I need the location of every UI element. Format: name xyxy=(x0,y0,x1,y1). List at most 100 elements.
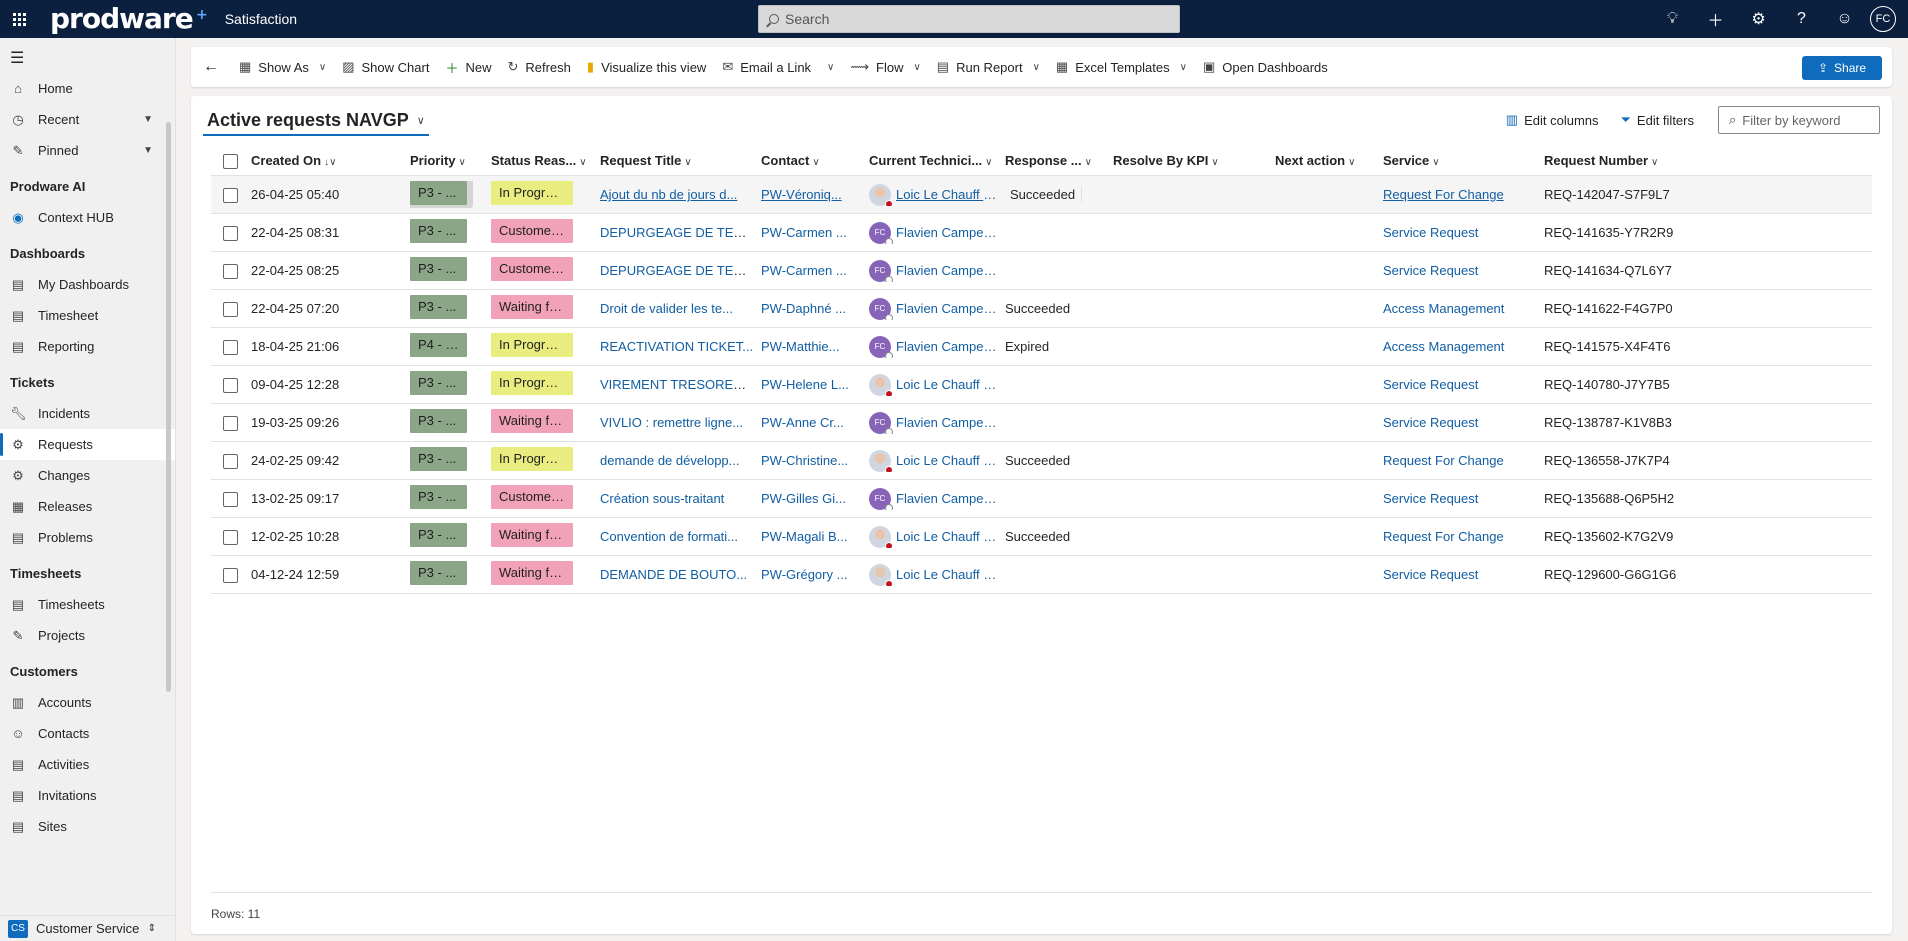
request-title-link[interactable]: REACTIVATION TICKET... xyxy=(600,339,754,354)
technician-link[interactable]: Loic Le Chauff De... xyxy=(896,187,999,202)
user-avatar[interactable]: FC xyxy=(1870,6,1896,32)
request-title-link[interactable]: Convention de formati... xyxy=(600,529,739,544)
table-row[interactable]: 22-04-25 08:25 P3 - ... Customer ... DEPURG… xyxy=(211,252,1872,290)
technician-link[interactable]: Loic Le Chauff De... xyxy=(896,453,999,468)
table-row[interactable]: 12-02-25 10:28 P3 - ... Waiting fo... Conve… xyxy=(211,518,1872,556)
service-link[interactable]: Service Request xyxy=(1383,225,1479,240)
new-button[interactable]: ＋ New xyxy=(445,59,492,76)
row-checkbox[interactable] xyxy=(223,339,238,355)
row-checkbox[interactable] xyxy=(223,263,238,279)
column-header-service[interactable]: Service ∨ xyxy=(1383,153,1440,168)
row-checkbox[interactable] xyxy=(223,415,238,431)
table-row[interactable]: 24-02-25 09:42 P3 - ... In Progress demande… xyxy=(211,442,1872,480)
back-button[interactable]: ← xyxy=(191,47,231,87)
request-title-link[interactable]: Ajout du nb de jours d... xyxy=(600,187,738,202)
technician-link[interactable]: Loic Le Chauff De... xyxy=(896,529,999,544)
global-search-input[interactable]: Search xyxy=(758,5,1180,33)
contact-link[interactable]: PW-Magali B... xyxy=(761,529,848,544)
sidebar-item-context-hub[interactable]: ◉ Context HUB xyxy=(0,202,175,233)
select-all-checkbox[interactable] xyxy=(223,153,238,169)
sidebar-item-accounts[interactable]: ▥ Accounts xyxy=(11,694,92,711)
chevron-down-icon[interactable]: ▼ xyxy=(143,145,153,156)
column-header-resolve-by-kpi[interactable]: Resolve By KPI ∨ xyxy=(1113,153,1219,168)
technician-link[interactable]: Loic Le Chauff De... xyxy=(896,377,999,392)
excel-templates-button[interactable]: ▦ Excel Templates ∨ xyxy=(1055,59,1187,75)
sidebar-item-contacts[interactable]: ☺ Contacts xyxy=(11,726,90,741)
chevron-down-icon[interactable]: ▼ xyxy=(143,114,153,125)
request-title-link[interactable]: DEPURGEAGE DE TEM... xyxy=(600,263,756,278)
table-row[interactable]: 04-12-24 12:59 P3 - ... Waiting fo... DEMAN… xyxy=(211,556,1872,594)
sidebar-item-projects[interactable]: ✎ Projects xyxy=(0,620,175,651)
sidebar-item-home[interactable]: ⌂ Home xyxy=(0,73,175,104)
technician-link[interactable]: Flavien Campeau... xyxy=(896,339,999,354)
edit-columns-button[interactable]: ▥ Edit columns xyxy=(1505,112,1599,128)
technician-link[interactable]: Loic Le Chauff De... xyxy=(896,567,999,582)
service-link[interactable]: Request For Change xyxy=(1383,529,1504,544)
request-title-link[interactable]: VIREMENT TRESORERI... xyxy=(600,377,757,392)
table-row[interactable]: 13-02-25 09:17 P3 - ... Customer ... Créati… xyxy=(211,480,1872,518)
service-link[interactable]: Access Management xyxy=(1383,301,1505,316)
service-link[interactable]: Request For Change xyxy=(1383,187,1504,202)
table-row[interactable]: 22-04-25 08:31 P3 - ... Customer ... DEPURG… xyxy=(211,214,1872,252)
contact-link[interactable]: PW-Carmen ... xyxy=(761,263,847,278)
column-header-current-technician[interactable]: Current Technici... ∨ xyxy=(869,153,993,168)
contact-link[interactable]: PW-Gilles Gi... xyxy=(761,491,846,506)
sidebar-item-pinned[interactable]: ✎ Pinned ▼ xyxy=(0,135,175,166)
app-title[interactable]: Satisfaction xyxy=(224,11,298,27)
contact-link[interactable]: PW-Grégory ... xyxy=(761,567,848,582)
plus-icon[interactable]: ＋ xyxy=(1707,13,1724,30)
contact-link[interactable]: PW-Anne Cr... xyxy=(761,415,844,430)
row-checkbox[interactable] xyxy=(223,567,238,583)
column-header-request-number[interactable]: Request Number ∨ xyxy=(1544,153,1659,168)
technician-link[interactable]: Flavien Campeau... xyxy=(896,415,999,430)
sidebar-item-sites[interactable]: ▤ Sites xyxy=(11,818,67,835)
request-title-link[interactable]: DEPURGEAGE DE TEM... xyxy=(600,225,756,240)
contact-link[interactable]: PW-Véroniq... xyxy=(761,187,842,202)
sidebar-item-problems[interactable]: ▤ Problems xyxy=(11,529,93,546)
column-header-request-title[interactable]: Request Title ∨ xyxy=(600,153,692,168)
sidebar-scrollbar[interactable] xyxy=(166,122,171,692)
technician-link[interactable]: Flavien Campeau... xyxy=(896,225,999,240)
column-header-priority[interactable]: Priority ∨ xyxy=(410,153,466,168)
lightbulb-icon[interactable]: 💡︎ xyxy=(1666,10,1679,27)
row-checkbox[interactable] xyxy=(223,301,238,317)
table-row[interactable]: 09-04-25 12:28 P3 - ... In Progress VIREMEN… xyxy=(211,366,1872,404)
service-link[interactable]: Service Request xyxy=(1383,567,1479,582)
view-selector[interactable]: Active requests NAVGP ∨ xyxy=(203,106,429,136)
row-checkbox[interactable] xyxy=(223,187,238,203)
sidebar-item-changes[interactable]: ⚙ Changes xyxy=(0,460,175,491)
filter-keyword-input[interactable]: ⌕ Filter by keyword xyxy=(1718,106,1880,134)
table-row[interactable]: 19-03-25 09:26 P3 - ... Waiting fo... VIVLI… xyxy=(211,404,1872,442)
row-checkbox[interactable] xyxy=(223,453,238,469)
row-checkbox[interactable] xyxy=(223,377,238,393)
sidebar-item-requests[interactable]: ⚙ Requests xyxy=(0,429,175,460)
email-link-button[interactable]: ✉ Email a Link xyxy=(722,59,812,75)
request-title-link[interactable]: VIVLIO : remettre ligne... xyxy=(600,415,744,430)
service-link[interactable]: Service Request xyxy=(1383,377,1479,392)
brand-logo[interactable]: prodware + xyxy=(50,0,208,38)
show-chart-button[interactable]: ▨ Show Chart xyxy=(342,59,430,75)
show-as-button[interactable]: ▦ Show As ∨ xyxy=(239,59,327,75)
row-checkbox[interactable] xyxy=(223,225,238,241)
technician-link[interactable]: Flavien Campeau... xyxy=(896,301,999,316)
refresh-button[interactable]: ↻ Refresh xyxy=(507,59,571,75)
row-checkbox[interactable] xyxy=(223,491,238,507)
request-title-link[interactable]: Droit de valider les te... xyxy=(600,301,733,316)
open-dashboards-button[interactable]: ▣ Open Dashboards xyxy=(1202,59,1328,75)
request-title-link[interactable]: DEMANDE DE BOUTO... xyxy=(600,567,748,582)
sidebar-item-invitations[interactable]: ▤ Invitations xyxy=(11,787,97,804)
technician-link[interactable]: Flavien Campeau... xyxy=(896,263,999,278)
contact-link[interactable]: PW-Daphné ... xyxy=(761,301,847,316)
service-link[interactable]: Request For Change xyxy=(1383,453,1504,468)
flow-button[interactable]: ⟿ Flow ∨ xyxy=(850,59,921,75)
sidebar-item-incidents[interactable]: 🔧︎ Incidents xyxy=(10,405,91,422)
gear-icon[interactable]: ⚙ xyxy=(1751,11,1766,28)
column-header-created-on[interactable]: Created On ↓∨ xyxy=(251,153,337,168)
app-launcher-button[interactable] xyxy=(0,0,38,38)
column-header-contact[interactable]: Contact ∨ xyxy=(761,153,820,168)
contact-link[interactable]: PW-Christine... xyxy=(761,453,849,468)
column-header-next-action[interactable]: Next action ∨ xyxy=(1275,153,1356,168)
smiley-icon[interactable]: ☺ xyxy=(1836,10,1853,27)
visualize-view-button[interactable]: ▮ Visualize this view xyxy=(586,59,707,75)
run-report-button[interactable]: ▤ Run Report ∨ xyxy=(936,59,1040,75)
